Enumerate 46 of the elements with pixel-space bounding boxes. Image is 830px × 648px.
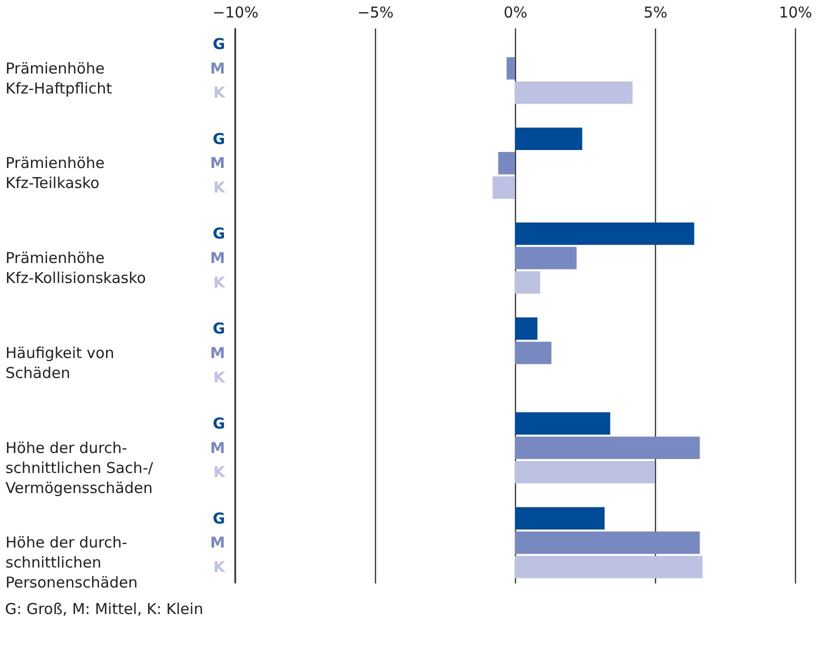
x-tick-label: 5%	[644, 4, 668, 22]
bar	[515, 460, 655, 484]
bar	[515, 317, 538, 340]
y-tick-label: Prämienhöhe Kfz-Kollisionskasko	[6, 249, 146, 288]
text: K	[213, 558, 225, 576]
bar	[515, 128, 582, 150]
bar	[515, 507, 605, 530]
text: K	[213, 273, 225, 292]
text: M	[210, 59, 225, 78]
text: G	[212, 320, 225, 338]
text: G	[212, 509, 225, 528]
text: M	[210, 249, 225, 268]
text: G	[212, 414, 225, 432]
y-tick-label: Häufigkeit von Schäden	[6, 344, 114, 382]
bar	[506, 57, 515, 80]
x-tick-label: 0%	[504, 4, 528, 22]
y-tick-label: Prämienhöhe Kfz-Teilkasko	[6, 154, 105, 192]
bar	[515, 246, 577, 270]
bar	[515, 412, 610, 435]
text: M	[210, 534, 225, 552]
y-tick-label: Prämienhöhe Kfz-Haftpflicht	[6, 59, 112, 98]
bar	[515, 271, 540, 294]
bar	[492, 176, 515, 199]
text: M	[210, 344, 225, 362]
text: K	[213, 178, 226, 197]
text: G	[212, 130, 225, 148]
text: K	[213, 368, 225, 386]
y-tick-label: Höhe der durch- schnittlichen Personenschäden	[6, 534, 138, 592]
x-tick-label: 10%	[778, 4, 812, 22]
text: K	[213, 84, 225, 102]
text: M	[210, 154, 225, 172]
bar	[515, 222, 694, 245]
text: G	[212, 34, 225, 53]
bar	[515, 556, 703, 578]
text: M	[210, 438, 225, 457]
bar	[515, 81, 633, 104]
text: K	[213, 463, 225, 482]
x-tick-label: −5%	[357, 4, 394, 22]
bar	[515, 531, 700, 554]
x-tick-label: −10%	[212, 4, 258, 22]
bar	[498, 152, 515, 174]
text: G: Groß, M: Mittel, K: Klein	[5, 600, 204, 618]
y-tick-label: Höhe der durch- schnittlichen Sach-/ Vermögensschäden	[6, 438, 154, 497]
bar	[515, 436, 700, 460]
bar	[515, 342, 552, 364]
text: G	[212, 224, 225, 243]
